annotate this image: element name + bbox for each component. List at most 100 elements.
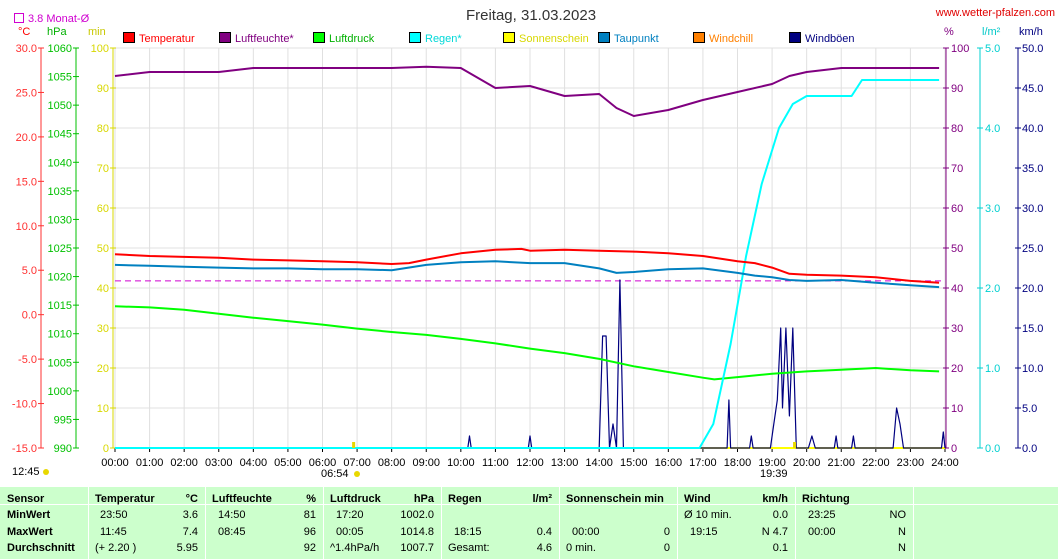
unit-rain: l/m² (982, 26, 1001, 38)
x-tick-label: 11:00 (482, 457, 509, 469)
temp-axis-tick-label: 10.0 (16, 221, 37, 233)
sun-avg-value: 0 (663, 542, 670, 554)
row-label-avg: Durchschnitt (7, 542, 75, 554)
legend-item: Windböen (789, 32, 855, 45)
temp-axis-tick-label: 25.0 (16, 87, 37, 99)
dir-max-time: 00:00 (808, 526, 836, 538)
pressure-axis-tick-label: 1000 (48, 386, 72, 398)
legend-label: Temperatur (139, 33, 195, 45)
percent-axis-tick-label: 0 (951, 443, 957, 455)
temp-unit: °C (185, 493, 198, 505)
x-tick-label: 15:00 (620, 457, 648, 469)
rain-axis-tick-label: 5.0 (985, 43, 1000, 55)
rain-total-value: 4.6 (536, 542, 552, 554)
x-tick-label: 03:00 (205, 457, 233, 469)
minutes-axis-tick-label: 30 (97, 323, 109, 335)
wind-axis-tick-label: 0.0 (1022, 443, 1037, 455)
x-tick-label: 16:00 (655, 457, 683, 469)
legend-swatch (598, 32, 610, 43)
wind-avg10-value: 0.0 (772, 509, 788, 521)
stats-col-sep (677, 487, 678, 559)
series-taupunkt (114, 260, 940, 289)
x-tick-label: 06:00 (309, 457, 337, 469)
day-length: 12:45 (12, 467, 49, 478)
hum-avg-value: 92 (303, 542, 316, 554)
legend-item: Luftfeuchte* (219, 32, 294, 45)
x-tick-label: 02:00 (170, 457, 198, 469)
series-windböen (115, 279, 946, 449)
minutes-axis-tick-label: 0 (103, 443, 109, 455)
temp-min-time: 23:50 (100, 509, 128, 521)
x-tick-label: 24:00 (931, 457, 959, 469)
hum-header: Luftfeuchte (212, 493, 272, 505)
rain-axis-tick-label: 3.0 (985, 203, 1000, 215)
series-temperatur (114, 247, 940, 284)
pressure-axis-tick-label: 1035 (48, 186, 72, 198)
chart-title: Freitag, 31.03.2023 (465, 7, 597, 24)
press-avg-value: 1007.7 (400, 542, 434, 554)
wind-avg-value: 0.1 (772, 542, 788, 554)
hum-min-value: 81 (303, 509, 316, 521)
sunrise-time: 06:54 (321, 469, 360, 480)
stats-col-sep (795, 487, 796, 559)
pressure-axis-tick-label: 1030 (48, 214, 72, 226)
minutes-axis-tick-label: 60 (97, 203, 109, 215)
stats-col-sep (88, 487, 89, 559)
legend-item: Windchill (693, 32, 753, 45)
minutes-axis-tick-label: 80 (97, 123, 109, 135)
hum-max-value: 96 (303, 526, 316, 538)
pressure-axis-tick-label: 1020 (48, 272, 72, 284)
sunrise-icon (353, 471, 360, 477)
minutes-axis-tick-label: 20 (97, 363, 109, 375)
pressure-axis-tick-label: 1010 (48, 329, 72, 341)
press-min-time: 17:20 (336, 509, 364, 521)
stats-col-sep (441, 487, 442, 559)
wind-axis-tick-label: 45.0 (1022, 83, 1043, 95)
monthly-avg-swatch (14, 13, 24, 23)
temp-axis-tick-label: 0.0 (22, 310, 37, 322)
pressure-axis-tick-label: 1050 (48, 100, 72, 112)
x-tick-label: 19:00 (758, 457, 786, 469)
legend-label: Luftdruck (329, 33, 375, 45)
wind-axis-tick-label: 20.0 (1022, 283, 1043, 295)
row-label-max: MaxWert (7, 526, 53, 538)
wind-axis-tick-label: 15.0 (1022, 323, 1043, 335)
temp-axis-tick-label: 20.0 (16, 132, 37, 144)
unit-minutes: min (88, 26, 106, 38)
legend-swatch (409, 32, 421, 43)
temp-max-value: 7.4 (182, 526, 198, 538)
minutes-axis-tick-label: 50 (97, 243, 109, 255)
x-tick-label: 23:00 (897, 457, 925, 469)
temp-axis-tick-label: 15.0 (16, 176, 37, 188)
legend-item: Temperatur (123, 32, 195, 45)
monthly-avg-label: 3.8 Monat-Ø (14, 13, 89, 25)
sun-header: Sonnenschein min (566, 493, 664, 505)
x-tick-label: 00:00 (101, 457, 129, 469)
legend-item: Sonnenschein (503, 32, 589, 45)
series-regen (115, 79, 940, 449)
stats-col-sep (323, 487, 324, 559)
stats-col-sep (913, 487, 914, 559)
grid (114, 47, 946, 449)
tick-labels: 00:00 01:00 02:00 03:00 04:00 05:00 06:00 07:00… (12, 43, 1044, 469)
temp-axis-tick-label: -10.0 (12, 399, 37, 411)
temp-axis-tick-label: -5.0 (18, 354, 37, 366)
rain-unit: l/m² (532, 493, 552, 505)
temp-avg-extra: (+ 2.20 ) (95, 542, 137, 554)
legend-label: Windchill (709, 33, 754, 45)
legend-swatch (219, 32, 231, 43)
pressure-axis-tick-label: 1040 (48, 157, 72, 169)
legend-swatch (693, 32, 705, 43)
unit-pressure: hPa (47, 26, 67, 38)
source-link[interactable]: www.wetter-pfalzen.com (935, 7, 1055, 19)
series-luftdruck (114, 305, 940, 381)
stats-col-sep (559, 487, 560, 559)
press-unit: hPa (413, 493, 434, 505)
x-tick-label: 17:00 (689, 457, 717, 469)
wind-max-time: 19:15 (690, 526, 718, 538)
wind-axis-tick-label: 35.0 (1022, 163, 1043, 175)
wind-axis-tick-label: 40.0 (1022, 123, 1043, 135)
x-tick-label: 05:00 (274, 457, 302, 469)
legend-label: Sonnenschein (519, 33, 589, 45)
rain-header: Regen (448, 493, 482, 505)
